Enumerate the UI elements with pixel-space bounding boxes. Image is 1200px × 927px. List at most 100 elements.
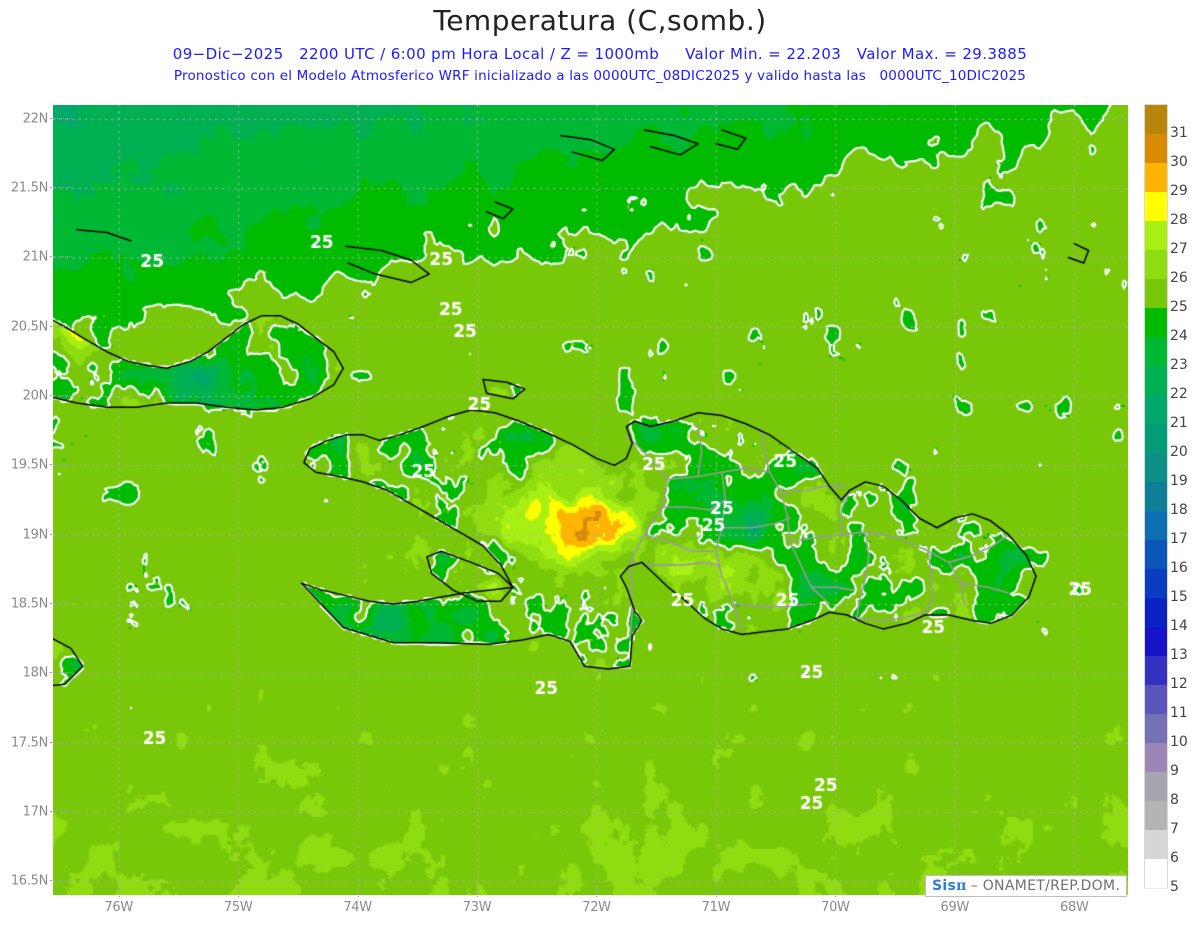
colorbar-tick-label: 19	[1170, 473, 1188, 489]
colorbar-swatch	[1145, 221, 1167, 252]
colorbar-tick-label: 22	[1170, 386, 1188, 402]
colorbar-tick-label: 20	[1170, 444, 1188, 460]
colorbar-swatch	[1145, 656, 1167, 687]
colorbar-swatch	[1145, 337, 1167, 368]
colorbar-swatch	[1145, 192, 1167, 223]
longitude-tick-label: 68W	[1060, 900, 1089, 915]
colorbar-swatch	[1145, 859, 1167, 890]
colorbar-tick-label: 6	[1170, 850, 1179, 866]
colorbar-tick-label: 30	[1170, 154, 1188, 170]
colorbar-swatch	[1145, 598, 1167, 629]
colorbar-tick-label: 13	[1170, 647, 1188, 663]
colorbar-tick-label: 11	[1170, 705, 1188, 721]
colorbar-tick-label: 25	[1170, 299, 1188, 315]
colorbar-swatch	[1145, 569, 1167, 600]
longitude-tick-mark	[238, 889, 240, 897]
pi-icon: π	[956, 878, 967, 894]
colorbar-swatch	[1145, 308, 1167, 339]
latitude-tick-mark	[50, 880, 72, 882]
colorbar-swatch	[1145, 801, 1167, 832]
longitude-tick-label: 71W	[701, 900, 731, 915]
org-label: – ONAMET/REP.DOM.	[970, 878, 1121, 894]
colorbar-swatch	[1145, 366, 1167, 397]
colorbar-tick-label: 9	[1170, 763, 1179, 779]
colorbar-swatch	[1145, 279, 1167, 310]
colorbar-tick-label: 15	[1170, 589, 1188, 605]
colorbar-tick-label: 28	[1170, 212, 1188, 228]
latitude-tick-label: 16.5N	[10, 873, 48, 889]
longitude-tick-label: 74W	[343, 900, 372, 915]
latitude-tick-mark	[50, 741, 72, 744]
latitude-tick-mark	[50, 256, 72, 258]
latitude-tick-label: 21.5N	[10, 180, 48, 196]
colorbar-swatch	[1145, 134, 1167, 165]
longitude-tick-mark	[715, 889, 718, 897]
colorbar-swatch	[1145, 163, 1167, 194]
colorbar-swatch	[1145, 772, 1167, 803]
latitude-tick-label: 18N	[22, 665, 49, 681]
colorbar-tick-label: 5	[1170, 879, 1179, 895]
latitude-tick-mark	[50, 464, 72, 466]
colorbar-tick-label: 8	[1170, 792, 1179, 808]
longitude-tick-label: 70W	[821, 900, 850, 915]
latitude-tick-label: 19N	[22, 527, 49, 543]
colorbar-swatch	[1145, 830, 1167, 861]
latitude-tick-mark	[50, 395, 72, 397]
longitude-tick-label: 75W	[223, 900, 253, 915]
colorbar-swatch	[1145, 482, 1167, 513]
colorbar-swatch	[1145, 743, 1167, 774]
latitude-tick-mark	[50, 602, 72, 605]
colorbar-swatch	[1145, 250, 1167, 281]
latitude-tick-label: 21N	[22, 249, 49, 265]
latitude-tick-label: 17.5N	[10, 735, 48, 751]
longitude-tick-label: 73W	[462, 900, 492, 915]
colorbar-swatch	[1145, 627, 1167, 658]
colorbar-swatch	[1145, 511, 1167, 542]
colorbar-swatch	[1145, 540, 1167, 571]
latitude-tick-label: 17N	[22, 804, 49, 820]
colorbar-tick-label: 14	[1170, 618, 1188, 634]
latitude-tick-mark	[50, 672, 72, 674]
colorbar-tick-label: 26	[1170, 270, 1188, 286]
longitude-tick-mark	[357, 889, 360, 897]
colorbar-swatch	[1145, 714, 1167, 745]
longitude-tick-mark	[596, 889, 598, 897]
colorbar-tick-label: 31	[1170, 125, 1188, 141]
latitude-tick-label: 20N	[22, 388, 49, 404]
subtitle-line-1: 09−Dic−2025 2200 UTC / 6:00 pm Hora Loca…	[172, 45, 1028, 63]
colorbar-tick-label: 18	[1170, 502, 1188, 518]
latitude-tick-label: 19.5N	[10, 457, 48, 473]
latitude-tick-mark	[50, 810, 72, 813]
latitude-tick-mark	[50, 187, 72, 189]
longitude-tick-mark	[835, 889, 837, 897]
colorbar-tick-label: 12	[1170, 676, 1188, 692]
latitude-tick-mark	[50, 325, 72, 328]
colorbar-tick-label: 24	[1170, 328, 1188, 344]
latitude-tick-label: 18.5N	[10, 596, 48, 612]
map-plot-area[interactable]	[53, 105, 1128, 895]
longitude-tick-label: 76W	[104, 900, 133, 915]
colorbar-tick-label: 21	[1170, 415, 1188, 431]
coastline-border-grid-layer	[53, 105, 1128, 895]
colorbar-swatch	[1145, 105, 1167, 136]
colorbar-tick-label: 23	[1170, 357, 1188, 373]
latitude-tick-label: 20.5N	[10, 319, 48, 335]
latitude-tick-mark	[50, 117, 72, 120]
colorbar-swatch	[1145, 395, 1167, 426]
colorbar-tick-labels: 31 30 29 28 27 26 25 24 23 22 21 20 19 18 17 16 15 14 13 12…	[1170, 104, 1200, 895]
colorbar-tick-label: 10	[1170, 734, 1188, 750]
colorbar[interactable]	[1144, 104, 1168, 890]
colorbar-tick-label: 17	[1170, 531, 1188, 547]
colorbar-swatch	[1145, 453, 1167, 484]
brand-label: Sis	[932, 878, 957, 894]
latitude-tick-label: 22N	[22, 111, 49, 127]
longitude-tick-label: 69W	[940, 900, 970, 915]
colorbar-tick-label: 16	[1170, 560, 1188, 576]
colorbar-tick-label: 7	[1170, 821, 1179, 837]
colorbar-tick-label: 27	[1170, 241, 1188, 257]
page-title: Temperatura (C,somb.)	[433, 4, 767, 37]
longitude-tick-mark	[477, 889, 479, 897]
colorbar-swatch	[1145, 424, 1167, 455]
colorbar-tick-label: 29	[1170, 183, 1188, 199]
colorbar-swatch	[1145, 685, 1167, 716]
